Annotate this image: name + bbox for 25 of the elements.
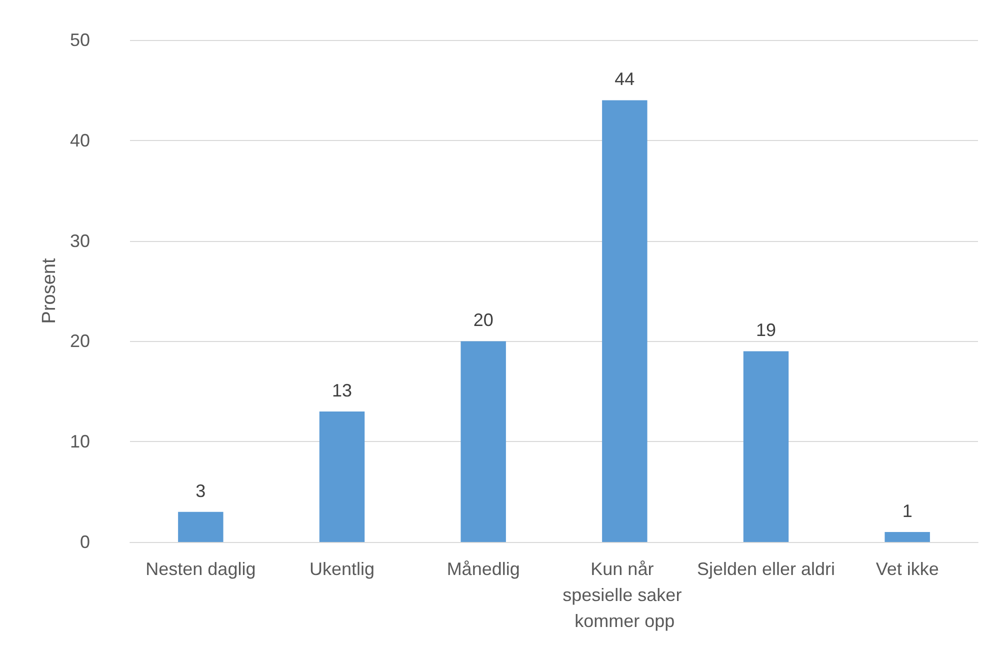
bar bbox=[743, 351, 789, 542]
x-tick-label: Månedlig bbox=[446, 559, 520, 579]
y-tick-label: 10 bbox=[70, 432, 90, 452]
data-label: 13 bbox=[332, 380, 352, 400]
bar bbox=[178, 512, 224, 542]
x-tick-label: Nesten daglig bbox=[146, 559, 256, 579]
y-tick-label: 40 bbox=[70, 130, 90, 150]
bar bbox=[602, 100, 648, 542]
y-tick-label: 20 bbox=[70, 331, 90, 352]
data-label: 44 bbox=[614, 69, 635, 90]
x-tick-label: Ukentlig bbox=[309, 559, 375, 579]
x-tick-label: Sjelden eller aldri bbox=[696, 559, 836, 579]
bar bbox=[460, 341, 506, 542]
data-label: 19 bbox=[756, 320, 776, 340]
y-tick-label: 30 bbox=[70, 230, 90, 251]
data-label: 3 bbox=[196, 480, 206, 501]
y-axis-title: Prosent bbox=[39, 258, 60, 324]
bar bbox=[319, 411, 365, 542]
data-label: 20 bbox=[473, 310, 494, 330]
data-label: 1 bbox=[902, 500, 912, 521]
x-tick-label: Kun når spesielle saker kommer opp bbox=[562, 559, 687, 631]
bar bbox=[884, 532, 930, 542]
y-tick-label: 50 bbox=[70, 30, 90, 50]
x-tick-label: Vet ikke bbox=[876, 559, 939, 579]
y-tick-label: 0 bbox=[80, 532, 90, 552]
